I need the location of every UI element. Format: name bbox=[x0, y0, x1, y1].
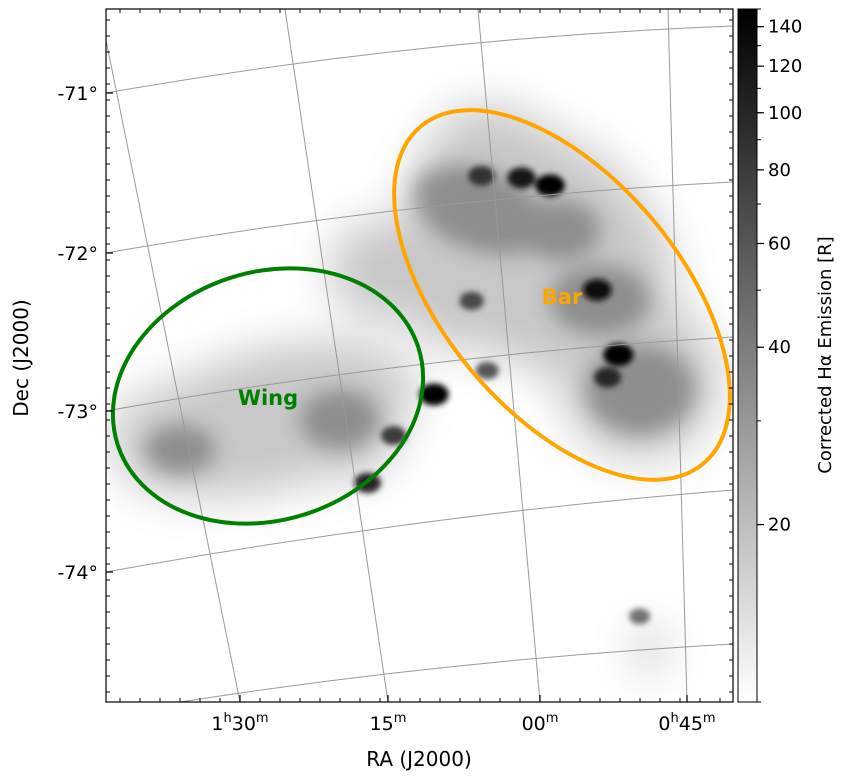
ra-tick-label: 00m bbox=[522, 711, 559, 735]
colorbar-tick-label: 120 bbox=[768, 56, 802, 77]
ra-tick-label: 1h30m bbox=[211, 711, 268, 735]
colorbar-ticks: 20 40 60 80 100 120 140 bbox=[757, 8, 802, 703]
region-label-wing: Wing bbox=[238, 386, 298, 410]
grid-dec-line bbox=[179, 643, 733, 702]
emission-source bbox=[459, 291, 484, 311]
dec-tick-label: -71° bbox=[57, 83, 98, 105]
dec-tick-label: -74° bbox=[57, 562, 98, 584]
emission-source bbox=[594, 367, 622, 388]
grid-ra-line bbox=[106, 39, 241, 702]
grid-ra-line bbox=[284, 9, 389, 702]
emission-source bbox=[582, 279, 612, 301]
grid-dec-line bbox=[106, 336, 733, 412]
emission-source bbox=[419, 383, 449, 406]
emission-source bbox=[507, 167, 536, 189]
colorbar-tick-label: 60 bbox=[768, 233, 791, 254]
grid-ra-line bbox=[667, 9, 688, 702]
minor-ticks bbox=[106, 9, 733, 702]
colorbar-tick-label: 80 bbox=[768, 160, 791, 181]
dec-tick-labels: -71° -72° -73° -74° bbox=[57, 83, 113, 584]
bar-region-outline bbox=[392, 108, 732, 482]
colorbar: 20 40 60 80 100 120 140 Corrected Hα Emission … bbox=[737, 8, 836, 703]
emission-source bbox=[468, 166, 495, 186]
emission-source bbox=[380, 426, 407, 446]
ra-tick-labels: 1h30m 15m 00m 0h45m bbox=[211, 695, 716, 735]
grid-dec-line bbox=[106, 489, 733, 573]
grid-dec-line bbox=[106, 25, 733, 94]
colorbar-title: Corrected Hα Emission [R] bbox=[815, 236, 836, 473]
region-label-bar: Bar bbox=[542, 285, 583, 309]
coordinate-grid bbox=[106, 9, 733, 702]
colorbar-tick-label: 100 bbox=[768, 103, 802, 124]
colorbar-gradient bbox=[737, 8, 758, 703]
x-axis-title: RA (J2000) bbox=[366, 747, 472, 771]
emission-source bbox=[535, 174, 565, 197]
grid-ra-line bbox=[477, 9, 541, 702]
wing-region-outline bbox=[110, 266, 426, 526]
ra-tick-label: 15m bbox=[370, 711, 407, 735]
dec-tick-label: -73° bbox=[57, 401, 98, 423]
emission-source bbox=[475, 361, 499, 380]
colorbar-tick-label: 40 bbox=[768, 337, 791, 358]
emission-source bbox=[603, 343, 634, 367]
colorbar-tick-label: 140 bbox=[768, 17, 802, 38]
ra-tick-label: 0h45m bbox=[658, 711, 715, 735]
emission-source bbox=[629, 608, 651, 625]
colorbar-tick-label: 20 bbox=[768, 515, 791, 536]
grid-dec-line bbox=[106, 181, 733, 254]
y-axis-title: Dec (J2000) bbox=[9, 299, 33, 416]
dec-tick-label: -72° bbox=[57, 243, 98, 265]
